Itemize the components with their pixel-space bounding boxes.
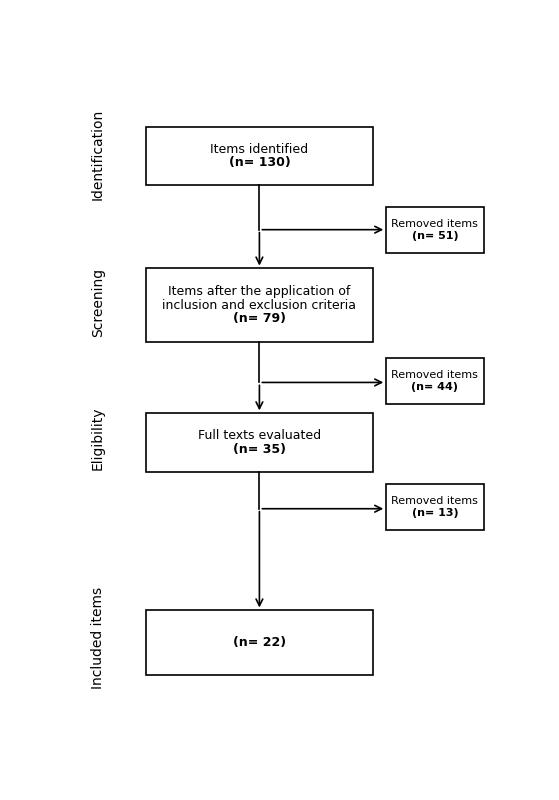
Bar [386,358,484,404]
Bar [386,484,484,530]
Text: Eligibility: Eligibility [91,406,105,470]
Text: (n= 51): (n= 51) [411,231,458,241]
Bar [146,127,373,186]
Text: (n= 130): (n= 130) [229,156,290,170]
Text: Identification: Identification [91,109,105,200]
Bar [386,207,484,253]
Text: (n= 13): (n= 13) [411,508,458,518]
Text: (n= 44): (n= 44) [411,382,458,392]
Text: Removed items: Removed items [391,370,479,380]
Bar [146,610,373,675]
Text: Removed items: Removed items [391,219,479,229]
Text: (n= 35): (n= 35) [233,442,286,456]
Text: Included items: Included items [91,587,105,689]
Text: (n= 22): (n= 22) [233,636,286,650]
Text: Items identified: Items identified [210,142,309,156]
Text: Screening: Screening [91,268,105,337]
Text: Items after the application of: Items after the application of [168,286,350,298]
Bar [146,414,373,472]
Text: Removed items: Removed items [391,496,479,506]
Text: Full texts evaluated: Full texts evaluated [198,430,321,442]
Text: inclusion and exclusion criteria: inclusion and exclusion criteria [163,299,357,312]
Bar [146,269,373,342]
Text: (n= 79): (n= 79) [233,313,286,326]
